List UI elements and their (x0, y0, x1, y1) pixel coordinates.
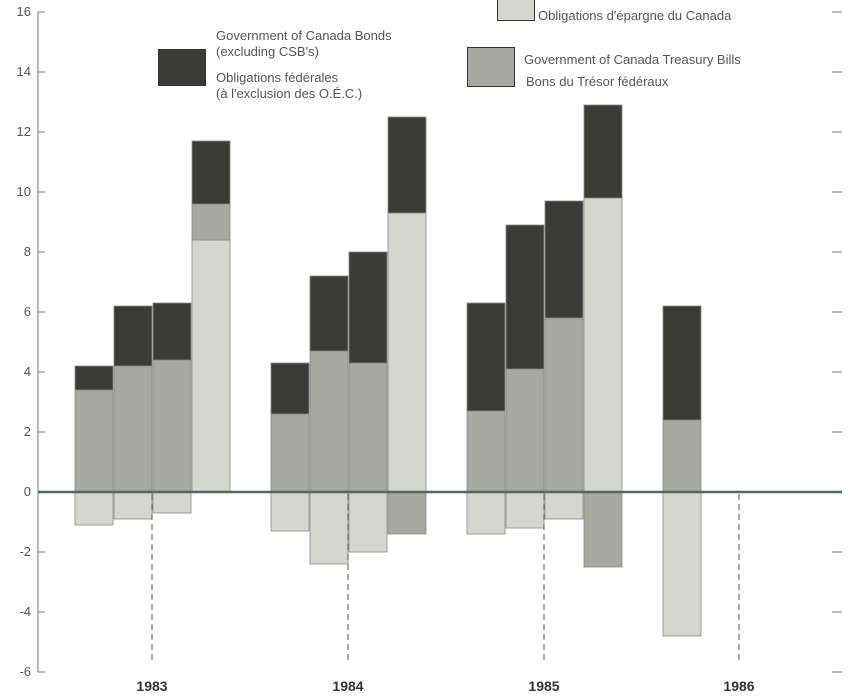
bar-segment-csb (583, 197, 623, 493)
bar-segment-bonds (387, 116, 427, 214)
bar-segment-bonds (74, 365, 114, 391)
bar-1986-q1 (662, 305, 702, 637)
y-tick-label: 0 (24, 484, 31, 499)
y-tick-label: -6 (19, 664, 31, 679)
bar-segment-tbills (309, 350, 349, 493)
bar-1983-q1 (74, 365, 114, 526)
y-tick-label: -2 (19, 544, 31, 559)
bar-segment-tbills (152, 359, 192, 493)
y-tick-label: 4 (24, 364, 31, 379)
legend-label-tbills-fr: Bons du Trésor fédéraux (526, 74, 669, 89)
bar-segment-bonds (113, 305, 153, 367)
x-tick-label-1985: 1985 (528, 678, 559, 694)
bar-segment-csb (348, 491, 388, 553)
bar-segment-tbills (583, 491, 623, 568)
legend-label-tbills-en: Government of Canada Treasury Bills (524, 52, 741, 67)
bar-segment-tbills (466, 410, 506, 493)
bar-1985-q4 (583, 104, 623, 568)
bar-segment-csb (662, 491, 702, 637)
bar-segment-bonds (583, 104, 623, 199)
bar-segment-bonds (309, 275, 349, 352)
y-tick-label: 12 (17, 124, 31, 139)
bar-segment-tbills (505, 368, 545, 493)
bar-segment-tbills (74, 389, 114, 493)
bar-1983-q4 (191, 140, 231, 493)
y-tick-label: 8 (24, 244, 31, 259)
bar-segment-tbills (191, 203, 231, 241)
x-tick-label-1984: 1984 (332, 678, 363, 694)
bar-segment-tbills (544, 317, 584, 493)
bar-segment-bonds (544, 200, 584, 319)
bar-segment-bonds (348, 251, 388, 364)
bar-segment-tbills (387, 491, 427, 535)
y-tick-label: 10 (17, 184, 31, 199)
bar-1985-q3 (544, 200, 584, 520)
bar-segment-csb (113, 491, 153, 520)
bar-segment-bonds (662, 305, 702, 421)
legend-swatch-tbills (467, 47, 515, 87)
bars-group (74, 104, 702, 637)
y-tick-label: 14 (17, 64, 31, 79)
legend-swatch-bonds (158, 49, 206, 86)
legend-swatch-csb (497, 0, 535, 21)
bar-segment-csb (505, 491, 545, 529)
bar-1985-q1 (466, 302, 506, 535)
legend-label-bonds-fr: Obligations fédérales (à l'exclusion des… (216, 70, 363, 101)
bar-segment-csb (544, 491, 584, 520)
y-tick-label: 2 (24, 424, 31, 439)
bar-segment-csb (387, 212, 427, 493)
x-tick-label-1986: 1986 (723, 678, 754, 694)
bar-1983-q3 (152, 302, 192, 514)
bar-1984-q2 (309, 275, 349, 565)
bar-segment-csb (466, 491, 506, 535)
bar-segment-bonds (152, 302, 192, 361)
bar-segment-bonds (191, 140, 231, 205)
legend-label-bonds-en: Government of Canada Bonds (excluding CS… (216, 28, 392, 59)
bar-1984-q4 (387, 116, 427, 535)
bar-segment-csb (309, 491, 349, 565)
bar-1983-q2 (113, 305, 153, 520)
bar-1985-q2 (505, 224, 545, 529)
bar-segment-tbills (270, 413, 310, 493)
bar-segment-bonds (505, 224, 545, 370)
bar-segment-tbills (113, 365, 153, 493)
bar-1984-q3 (348, 251, 388, 553)
y-tick-label: 6 (24, 304, 31, 319)
bar-segment-csb (152, 491, 192, 514)
bar-segment-tbills (348, 362, 388, 493)
bar-1984-q1 (270, 362, 310, 532)
legend-label-csb: Obligations d'épargne du Canada (538, 8, 732, 23)
bar-segment-csb (270, 491, 310, 532)
y-tick-label: -4 (19, 604, 31, 619)
y-tick-label: 16 (17, 4, 31, 19)
bar-segment-csb (191, 239, 231, 493)
bar-segment-bonds (270, 362, 310, 415)
bar-segment-bonds (466, 302, 506, 412)
x-tick-label-1983: 1983 (136, 678, 167, 694)
bar-segment-csb (74, 491, 114, 526)
bar-segment-tbills (662, 419, 702, 493)
